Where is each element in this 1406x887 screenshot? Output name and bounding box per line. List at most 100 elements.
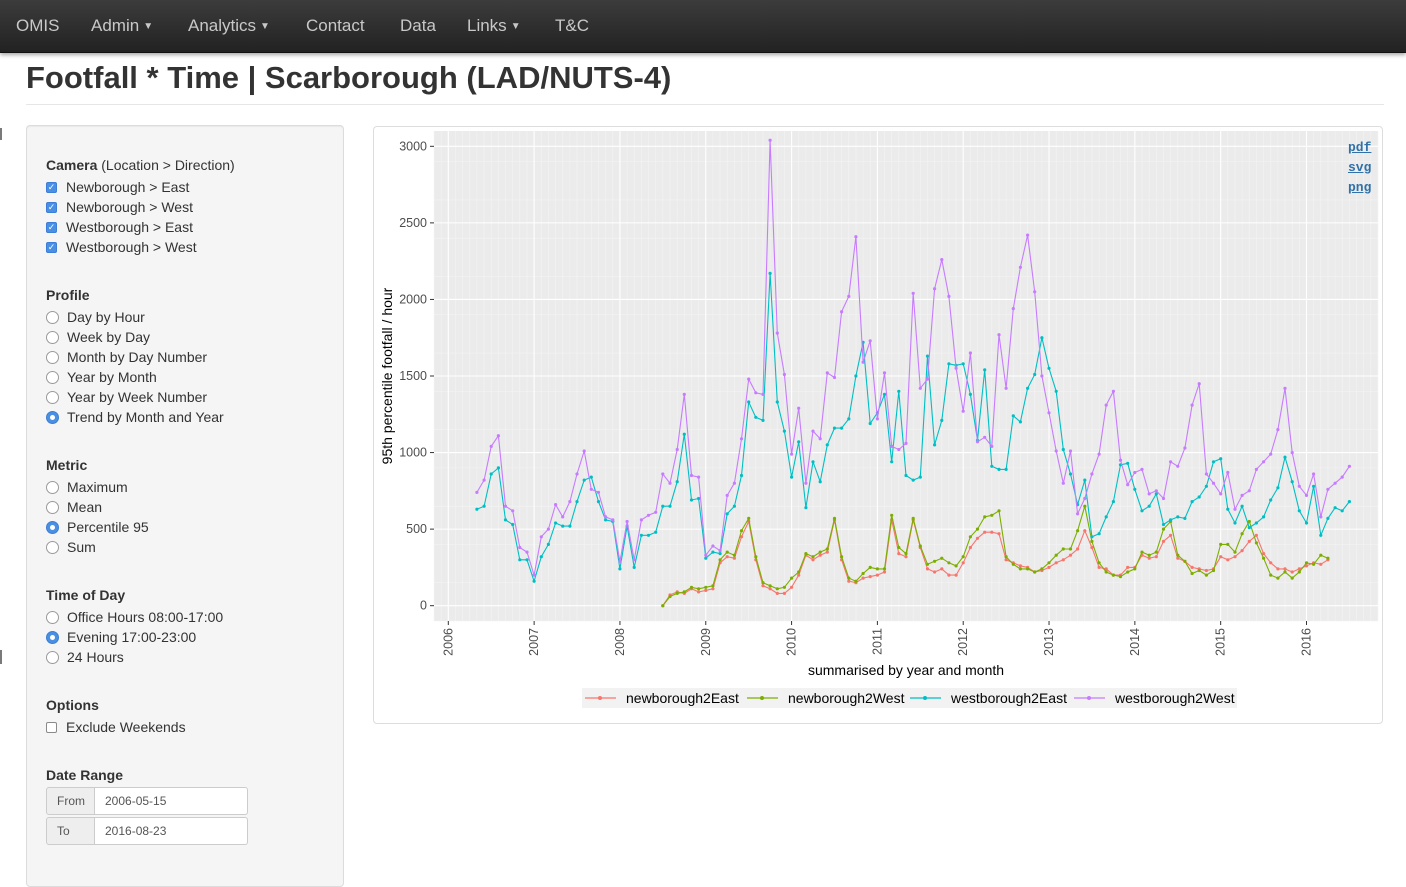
radio-unselected-icon[interactable] — [46, 650, 59, 664]
profile-option[interactable]: Day by Hour — [46, 307, 145, 327]
radio-selected-icon[interactable] — [46, 520, 59, 534]
radio-unselected-icon[interactable] — [46, 310, 59, 324]
data-point — [1304, 564, 1309, 568]
date-from-input[interactable]: 2006-05-15 — [95, 787, 248, 815]
time-of-day-option[interactable]: Evening 17:00-23:00 — [46, 627, 196, 647]
data-point — [1126, 461, 1130, 465]
nav-brand[interactable]: OMIS — [16, 0, 59, 52]
data-point — [947, 294, 951, 298]
camera-option[interactable]: ✓ Westborough > East — [46, 217, 193, 237]
profile-option[interactable]: Year by Month — [46, 367, 157, 387]
option-label: Mean — [67, 499, 103, 515]
time-of-day-option[interactable]: 24 Hours — [46, 647, 124, 667]
data-point — [1033, 570, 1037, 574]
date-to-input[interactable]: 2016-08-23 — [95, 817, 248, 845]
data-point — [511, 509, 515, 513]
data-point — [775, 591, 779, 595]
data-point — [689, 473, 694, 478]
data-point — [1147, 504, 1151, 508]
profile-option[interactable]: Trend by Month and Year — [46, 407, 224, 427]
data-point — [818, 553, 822, 557]
metric-option[interactable]: Maximum — [46, 477, 128, 497]
data-point — [840, 426, 844, 430]
data-point — [811, 555, 815, 559]
data-point — [1190, 565, 1194, 569]
data-point — [582, 449, 586, 453]
data-point — [1097, 561, 1101, 565]
option-label: Week by Day — [67, 329, 150, 345]
data-point — [518, 545, 522, 550]
camera-option[interactable]: ✓ Newborough > East — [46, 177, 189, 197]
data-point — [940, 556, 944, 560]
data-point — [790, 576, 794, 580]
radio-unselected-icon[interactable] — [46, 480, 59, 494]
time-of-day-option[interactable]: Office Hours 08:00-17:00 — [46, 607, 223, 627]
footfall-line-chart: 0 500 1000 1500 2000 2500 3000 2006 2007 2008 2009… — [379, 131, 1379, 708]
data-point — [1283, 570, 1287, 574]
data-point — [1161, 496, 1166, 501]
data-point — [1254, 521, 1258, 525]
data-point — [1090, 535, 1094, 539]
nav-item-contact[interactable]: Contact — [306, 0, 365, 52]
data-point — [682, 432, 686, 436]
x-tick-label: 2011 — [870, 628, 884, 655]
data-point — [754, 555, 758, 559]
metric-option[interactable]: Sum — [46, 537, 96, 557]
data-point — [1161, 527, 1166, 531]
nav-item-analytics[interactable]: Analytics ▼ — [188, 0, 270, 52]
radio-unselected-icon[interactable] — [46, 370, 59, 384]
radio-unselected-icon[interactable] — [46, 500, 59, 514]
checkbox-checked-icon[interactable]: ✓ — [46, 221, 57, 233]
metric-option[interactable]: Percentile 95 — [46, 517, 149, 537]
data-point — [861, 360, 865, 364]
radio-unselected-icon[interactable] — [46, 350, 59, 364]
radio-selected-icon[interactable] — [46, 630, 59, 644]
option-label: Newborough > East — [66, 179, 190, 195]
checkbox-checked-icon[interactable]: ✓ — [46, 181, 57, 193]
data-point — [1068, 472, 1073, 476]
data-point — [732, 553, 736, 557]
download-pdf-link[interactable]: pdf — [1348, 140, 1372, 155]
date-to-row: To 2016-08-23 — [46, 817, 248, 845]
data-point — [725, 493, 729, 497]
data-point — [739, 473, 744, 478]
option-label: Exclude Weekends — [66, 719, 186, 735]
radio-unselected-icon[interactable] — [46, 330, 59, 344]
data-point — [1068, 449, 1073, 453]
metric-option[interactable]: Mean — [46, 497, 102, 517]
data-point — [554, 503, 558, 507]
checkbox-unchecked-icon[interactable] — [46, 721, 57, 733]
nav-item-label: Contact — [306, 16, 365, 35]
nav-item-admin[interactable]: Admin ▼ — [91, 0, 153, 52]
nav-item-tc[interactable]: T&C — [555, 0, 589, 52]
download-png-link[interactable]: png — [1348, 180, 1372, 195]
data-point — [1204, 568, 1208, 573]
radio-selected-icon[interactable] — [46, 410, 59, 424]
profile-option[interactable]: Year by Week Number — [46, 387, 207, 407]
data-point — [832, 426, 837, 430]
nav-item-data[interactable]: Data — [400, 0, 436, 52]
radio-unselected-icon[interactable] — [46, 540, 59, 554]
data-point — [1269, 573, 1273, 577]
data-point — [1133, 470, 1137, 475]
data-point — [904, 555, 908, 559]
profile-option[interactable]: Month by Day Number — [46, 347, 207, 367]
exclude-weekends-checkbox[interactable]: Exclude Weekends — [46, 717, 186, 737]
x-tick-label: 2016 — [1299, 628, 1313, 656]
checkbox-checked-icon[interactable]: ✓ — [46, 241, 57, 253]
camera-option[interactable]: ✓ Westborough > West — [46, 237, 197, 257]
data-point — [1340, 475, 1344, 479]
download-svg-link[interactable]: svg — [1348, 160, 1372, 175]
data-point — [1076, 529, 1080, 533]
checkbox-checked-icon[interactable]: ✓ — [46, 201, 57, 213]
radio-unselected-icon[interactable] — [46, 610, 59, 624]
data-point — [1011, 414, 1015, 418]
data-point — [768, 271, 772, 275]
profile-option[interactable]: Week by Day — [46, 327, 150, 347]
camera-option[interactable]: ✓ Newborough > West — [46, 197, 193, 217]
radio-unselected-icon[interactable] — [46, 390, 59, 404]
data-point — [968, 392, 973, 396]
data-point — [1233, 521, 1237, 525]
nav-item-links[interactable]: Links ▼ — [467, 0, 521, 52]
data-point — [975, 527, 980, 531]
